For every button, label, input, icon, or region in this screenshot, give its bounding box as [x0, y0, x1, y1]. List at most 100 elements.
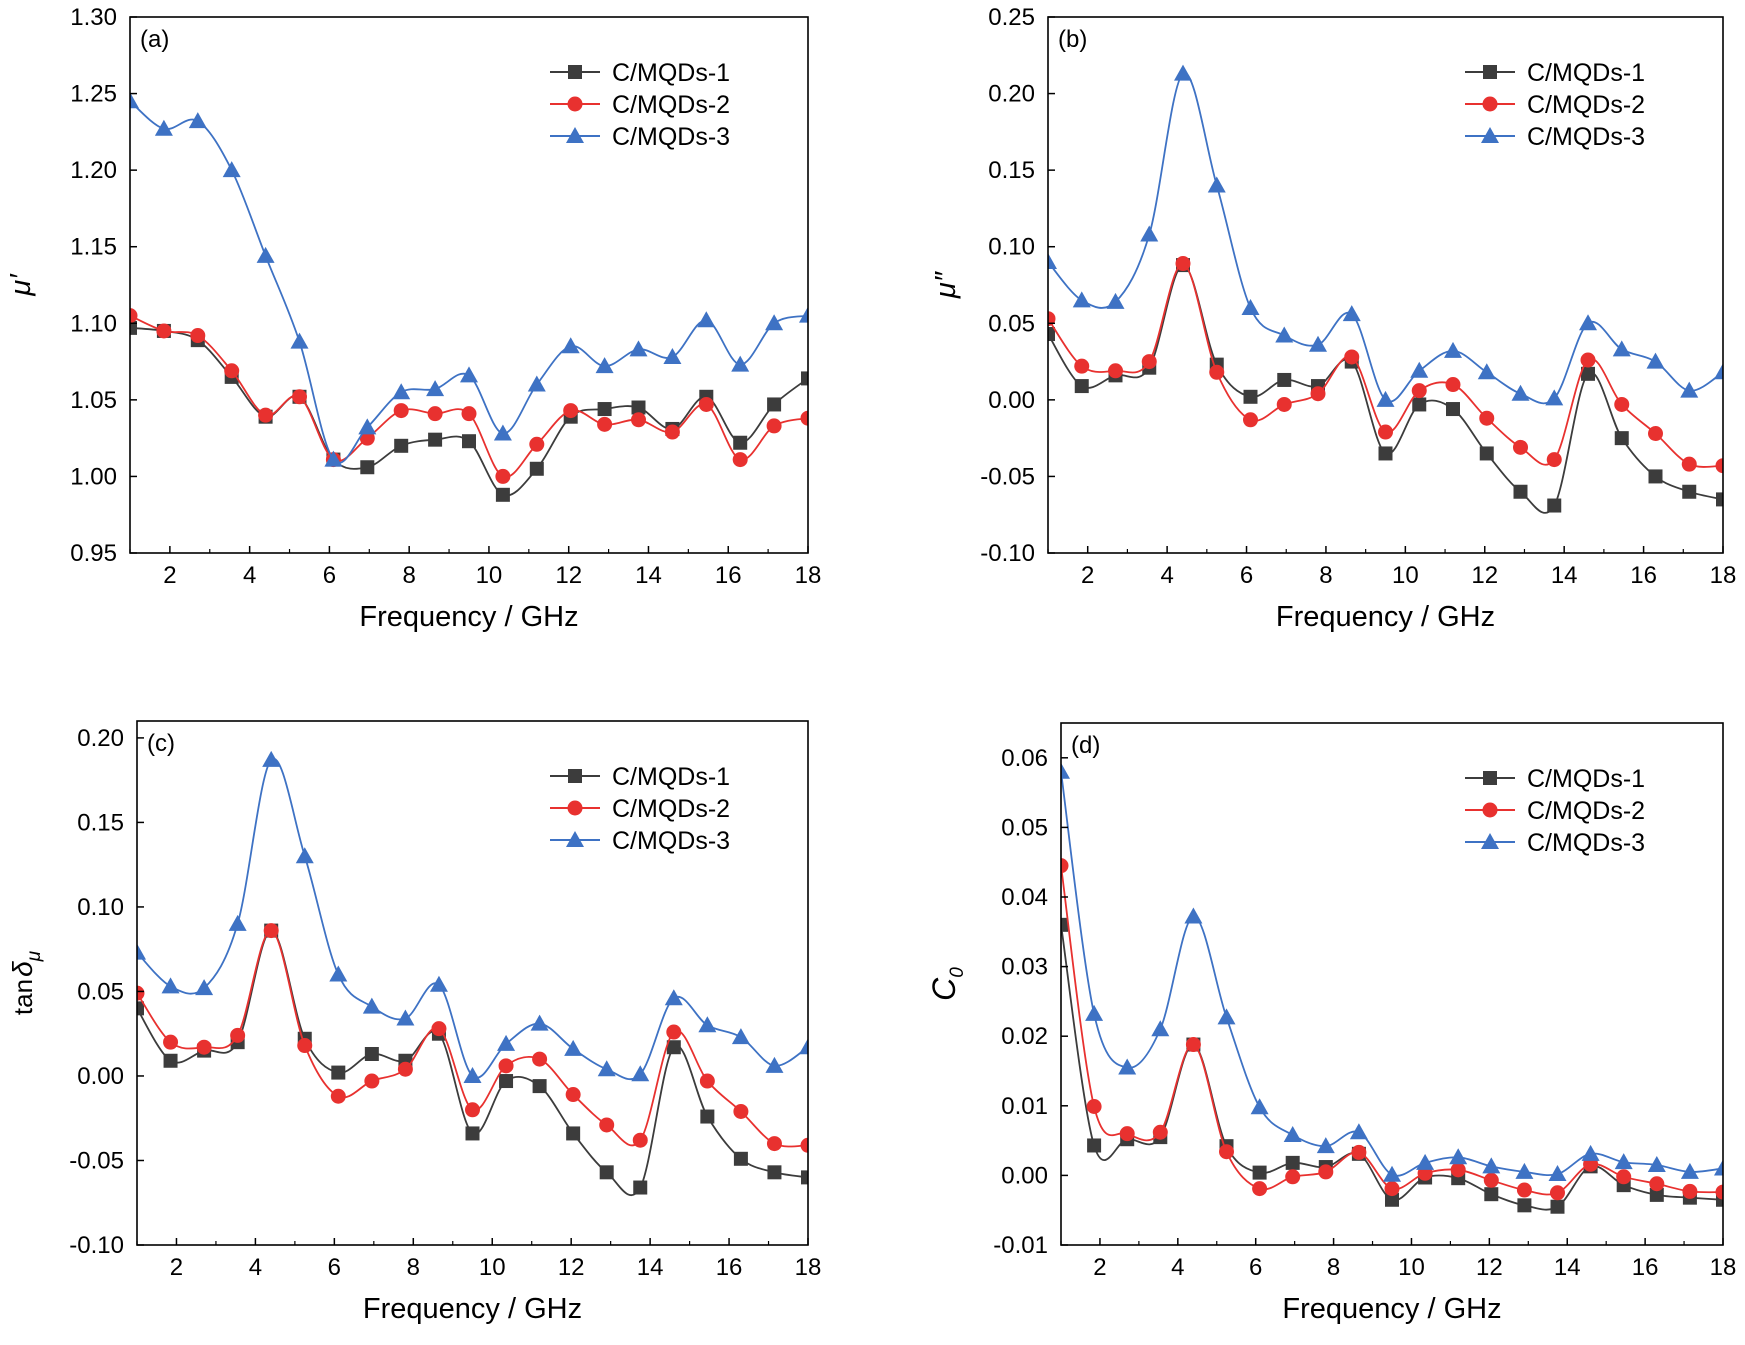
data-point — [1612, 340, 1631, 357]
data-point — [1276, 396, 1292, 412]
data-point — [1716, 1192, 1723, 1207]
data-point — [1074, 358, 1090, 374]
y-tick-label: 1.05 — [70, 387, 117, 414]
legend-label: C/MQDs-3 — [612, 827, 730, 855]
data-point — [566, 1126, 581, 1141]
data-point — [731, 355, 750, 372]
y-tick-label: 0.04 — [1001, 884, 1048, 911]
data-point — [130, 308, 138, 324]
data-point — [631, 412, 646, 428]
x-tick-label: 10 — [476, 562, 503, 589]
data-point — [1074, 379, 1089, 394]
data-point — [698, 1016, 717, 1033]
data-point — [1545, 389, 1564, 406]
data-point — [1716, 492, 1723, 507]
data-point — [1680, 381, 1699, 398]
data-point — [1479, 446, 1494, 461]
data-point — [1119, 1126, 1135, 1142]
data-point — [1140, 225, 1159, 242]
x-tick-label: 12 — [558, 1254, 585, 1281]
legend-marker — [568, 769, 582, 783]
data-point — [800, 1137, 808, 1153]
data-point — [1680, 1162, 1699, 1179]
data-point — [1378, 424, 1393, 440]
x-tick-label: 4 — [243, 562, 256, 589]
data-point — [1241, 298, 1260, 315]
data-point — [564, 1039, 583, 1056]
y-tick-label: -0.10 — [69, 1232, 124, 1259]
data-point — [1285, 1169, 1301, 1185]
y-tick-label: 0.01 — [1001, 1093, 1048, 1120]
x-tick-label: 6 — [1240, 562, 1253, 589]
data-point — [1682, 484, 1697, 499]
data-point — [1342, 305, 1361, 322]
data-point — [195, 979, 214, 996]
y-axis-title-symbol: δ — [7, 961, 38, 977]
data-point — [699, 1073, 715, 1089]
data-point — [1647, 1155, 1666, 1172]
data-point — [1376, 390, 1395, 407]
x-tick-label: 12 — [1471, 562, 1498, 589]
panel-label: (b) — [1058, 26, 1087, 53]
data-point — [358, 418, 377, 435]
data-point — [1151, 1020, 1170, 1037]
data-point — [1152, 1124, 1168, 1140]
data-point — [262, 750, 281, 767]
legend-marker — [1481, 127, 1499, 143]
x-tick-label: 2 — [1081, 562, 1094, 589]
data-point — [1513, 439, 1528, 455]
data-point — [461, 406, 477, 422]
data-point — [130, 92, 139, 109]
data-point — [801, 371, 808, 386]
data-point — [1217, 1008, 1236, 1025]
data-point — [394, 438, 409, 453]
x-tick-label: 4 — [249, 1254, 262, 1281]
legend-label: C/MQDs-3 — [1527, 829, 1645, 857]
data-point — [499, 1074, 514, 1089]
data-point — [1547, 498, 1562, 513]
y-axis-title-main: C — [926, 977, 962, 1001]
x-tick-label: 18 — [1710, 562, 1737, 589]
x-tick-label: 2 — [163, 562, 176, 589]
legend-marker — [568, 65, 582, 79]
data-point — [1086, 1098, 1102, 1114]
data-point — [263, 923, 279, 939]
y-tick-label: 1.15 — [70, 234, 117, 261]
data-point — [1252, 1165, 1267, 1180]
data-point — [137, 1001, 144, 1016]
legend: C/MQDs-1 C/MQDs-2 C/MQDs-3 — [1465, 59, 1645, 151]
data-point — [1579, 314, 1597, 331]
data-point — [1087, 1138, 1102, 1153]
data-point — [1581, 1144, 1600, 1161]
x-tick-label: 2 — [170, 1254, 183, 1281]
data-point — [1581, 366, 1595, 381]
data-point — [1285, 1155, 1300, 1170]
data-point — [1511, 384, 1530, 401]
x-tick-label: 16 — [716, 1254, 743, 1281]
x-tick-label: 6 — [1249, 1254, 1262, 1281]
y-tick-label: -0.01 — [993, 1232, 1048, 1259]
series-line-1 — [1048, 264, 1723, 514]
x-tick-label: 10 — [479, 1254, 506, 1281]
y-tick-label: 0.05 — [77, 978, 124, 1005]
y-tick-label: -0.10 — [980, 540, 1035, 567]
data-point — [632, 1132, 648, 1148]
series-line-1 — [137, 929, 808, 1196]
data-point — [1483, 1172, 1499, 1188]
data-point — [1061, 858, 1069, 874]
legend-label: C/MQDs-1 — [612, 59, 730, 87]
x-tick-label: 6 — [328, 1254, 341, 1281]
data-point — [1449, 1148, 1468, 1165]
y-tick-label: 0.95 — [70, 540, 117, 567]
x-tick-label: 8 — [1319, 562, 1332, 589]
data-point — [697, 311, 716, 328]
x-axis-title: Frequency / GHz — [1282, 1293, 1501, 1325]
data-point — [1446, 402, 1460, 417]
data-point — [364, 1073, 380, 1089]
data-point — [1477, 363, 1496, 380]
data-point — [1614, 1153, 1633, 1170]
data-point — [1378, 446, 1393, 461]
x-tick-label: 10 — [1392, 562, 1419, 589]
data-point — [732, 452, 748, 468]
